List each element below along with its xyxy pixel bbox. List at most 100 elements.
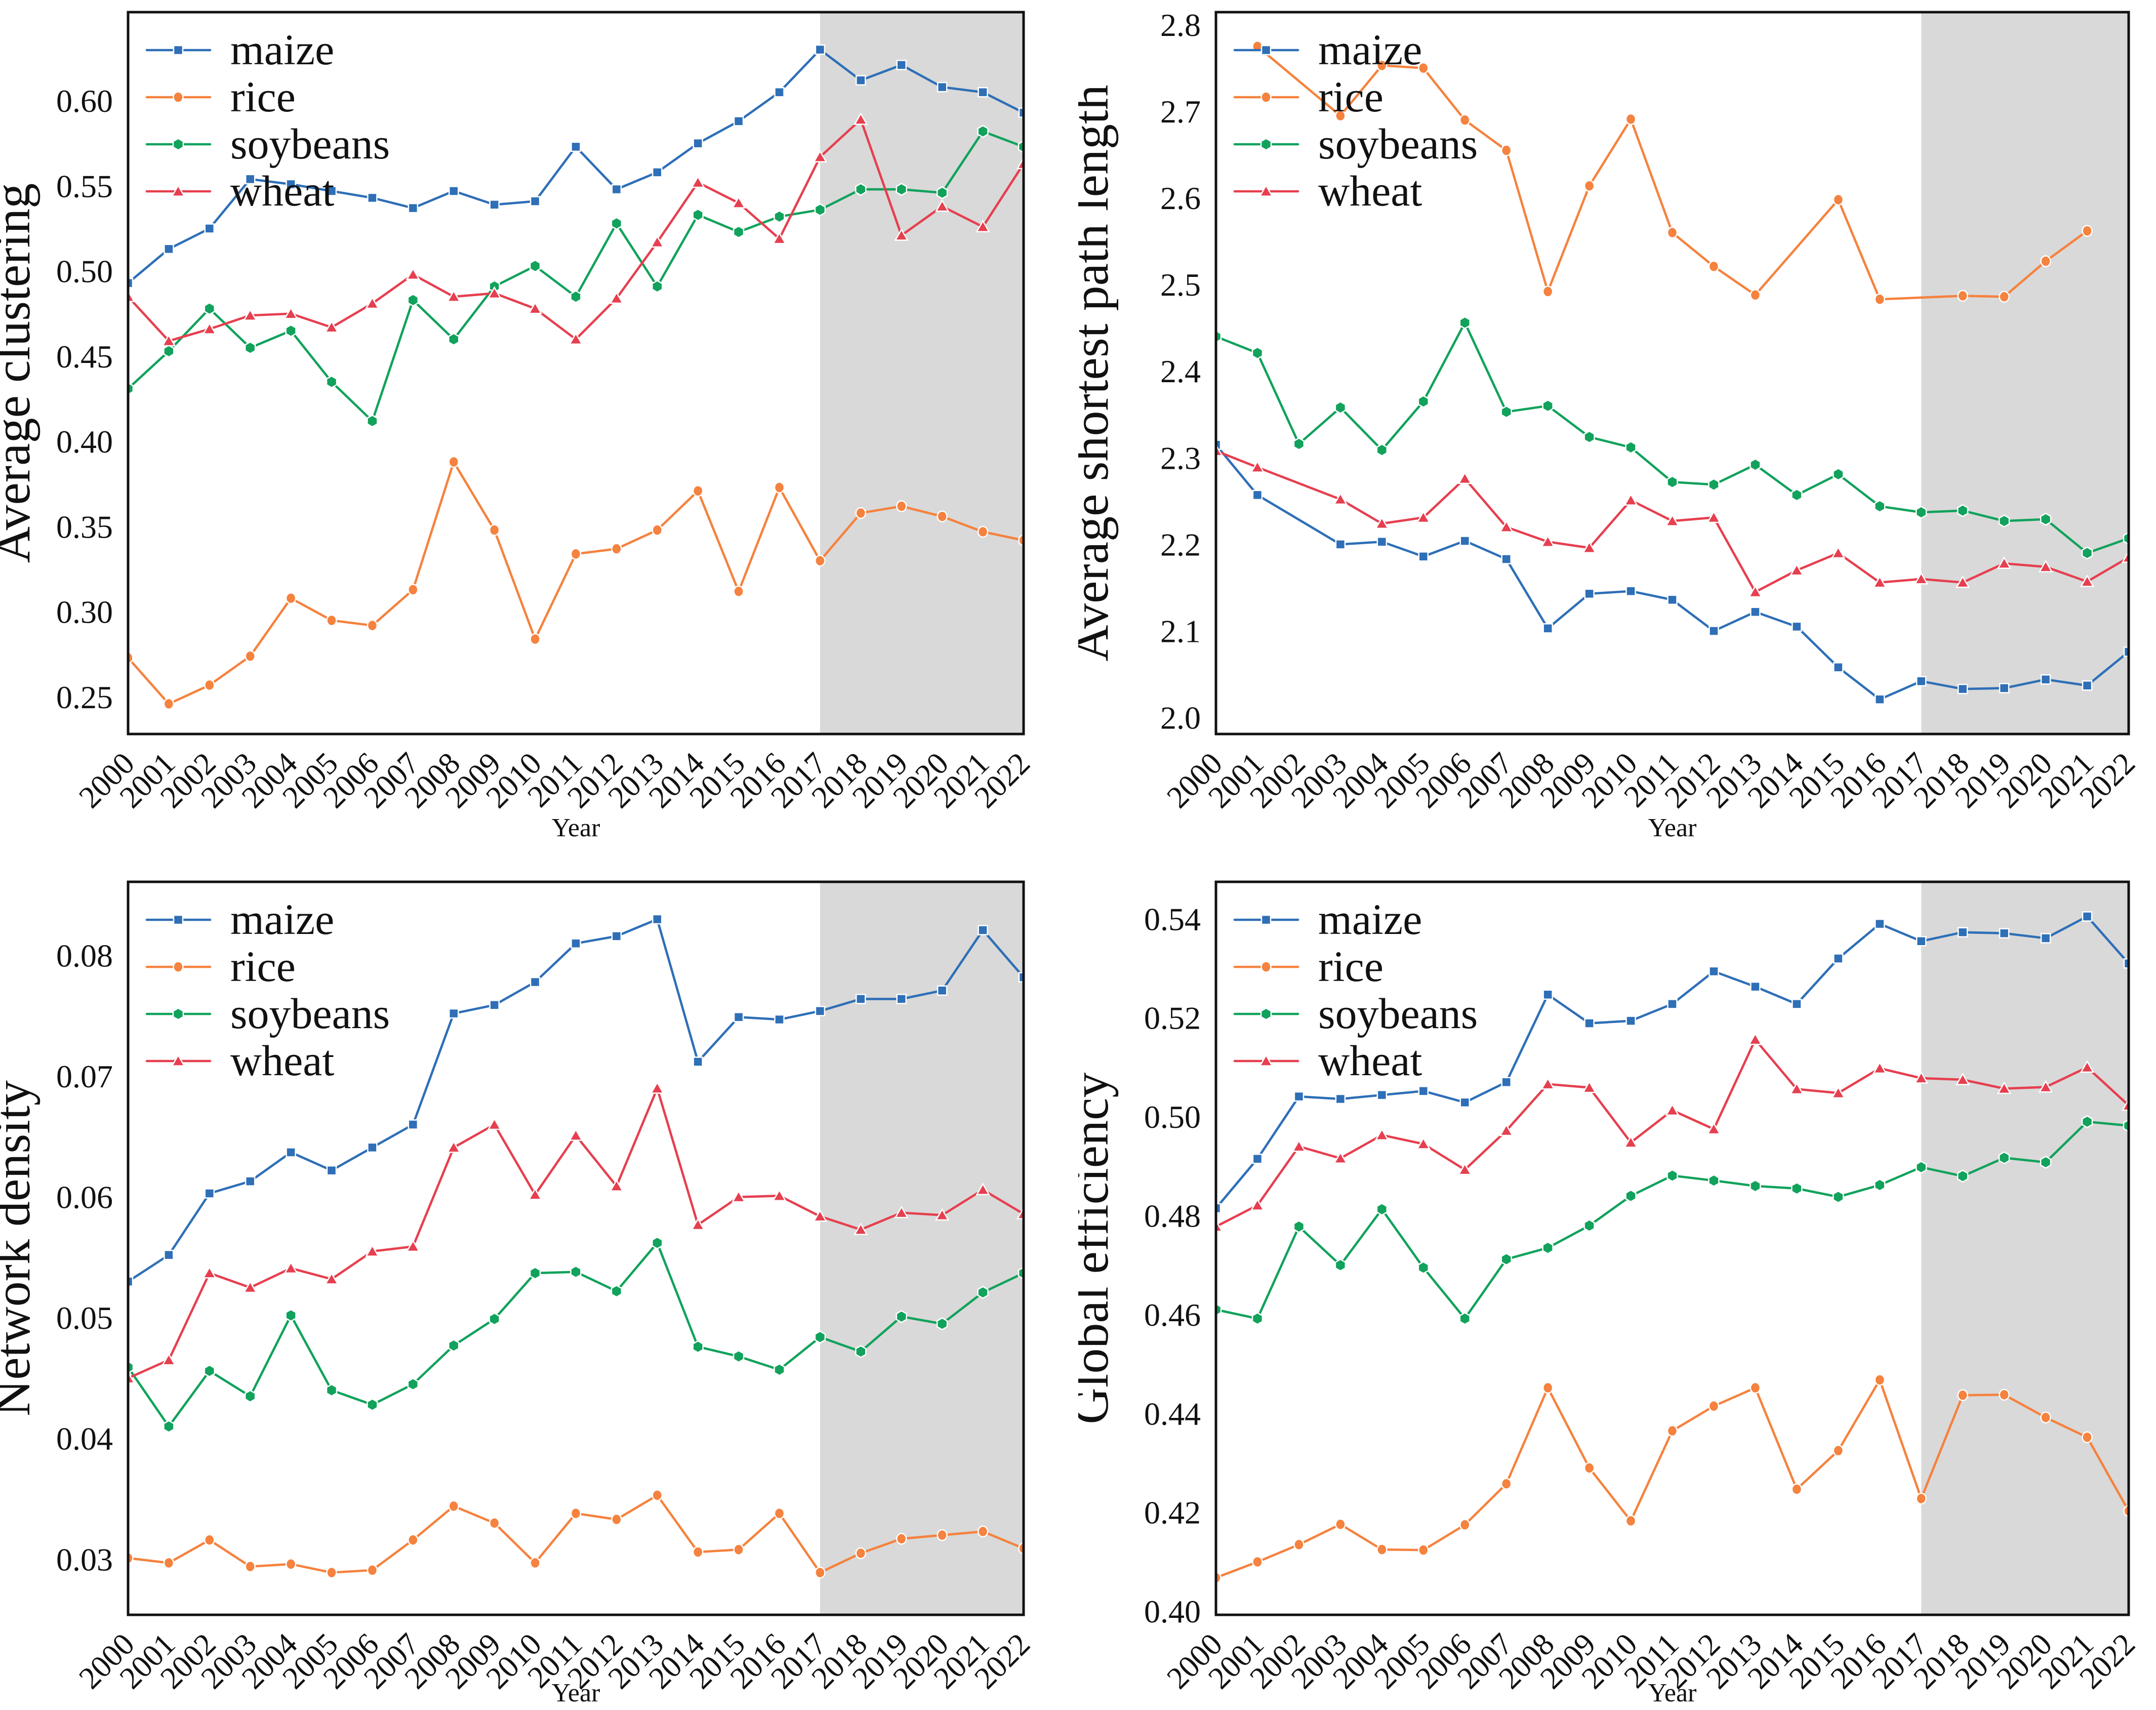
square-marker xyxy=(693,1056,703,1067)
y-tick-label: 2.2 xyxy=(1160,526,1201,562)
square-marker xyxy=(326,186,337,196)
square-marker xyxy=(1792,999,1802,1009)
legend-marker-circle-icon xyxy=(1260,91,1272,103)
hexagon-marker xyxy=(2040,512,2052,526)
square-marker xyxy=(1335,1093,1346,1105)
triangle-marker xyxy=(1016,156,1024,170)
hexagon-marker xyxy=(733,1350,745,1363)
square-marker xyxy=(1999,683,2010,694)
square-marker xyxy=(489,199,500,210)
circle-marker xyxy=(1874,1374,1886,1386)
square-marker xyxy=(204,1188,215,1199)
hexagon-marker xyxy=(1583,1219,1595,1232)
circle-marker xyxy=(2040,1411,2051,1423)
triangle-marker xyxy=(1706,1122,1721,1135)
square-marker xyxy=(1875,694,1885,705)
triangle-marker xyxy=(1582,1080,1597,1093)
hexagon-marker xyxy=(1583,430,1595,444)
x-axis-label: Year xyxy=(1648,1679,1697,1707)
legend-item-wheat: wheat xyxy=(1233,167,1422,215)
triangle-marker xyxy=(609,1179,624,1192)
y-tick-label: 0.50 xyxy=(56,254,113,290)
circle-marker xyxy=(530,633,541,645)
triangle-marker xyxy=(812,1209,828,1222)
y-axis-label: Average clustering xyxy=(0,183,40,563)
circle-marker xyxy=(1376,1543,1388,1556)
chart-average-clustering: 0.250.300.350.400.450.500.550.6020002001… xyxy=(0,11,1037,842)
triangle-marker xyxy=(1789,563,1804,576)
circle-marker xyxy=(489,524,500,536)
circle-marker xyxy=(611,543,622,555)
circle-marker xyxy=(1500,1478,1512,1490)
hexagon-marker xyxy=(1251,346,1264,360)
hexagon-marker xyxy=(692,208,704,222)
hexagon-marker xyxy=(1708,478,1720,492)
circle-marker xyxy=(367,619,378,632)
square-marker xyxy=(937,985,948,996)
legend-marker-triangle-icon xyxy=(1258,1053,1274,1067)
legend-marker-square-icon xyxy=(1260,45,1272,56)
hexagon-marker xyxy=(163,344,175,358)
triangle-marker xyxy=(772,1189,787,1201)
triangle-marker xyxy=(487,1117,502,1130)
series-markers-maize xyxy=(128,44,1024,289)
circle-marker xyxy=(855,507,867,519)
square-marker xyxy=(1957,683,1968,695)
circle-marker xyxy=(977,1525,989,1538)
triangle-marker xyxy=(243,1280,258,1293)
hexagon-marker xyxy=(1500,405,1512,419)
legend-item-maize: maize xyxy=(1233,895,1422,944)
series-markers-wheat xyxy=(128,1081,1024,1384)
hexagon-marker xyxy=(529,259,541,273)
square-marker xyxy=(1916,676,1927,686)
square-marker xyxy=(978,925,988,935)
hexagon-marker xyxy=(1459,316,1471,330)
hexagon-marker xyxy=(1417,395,1429,409)
circle-marker xyxy=(408,584,419,596)
y-tick-label: 0.30 xyxy=(56,594,113,630)
square-marker xyxy=(2040,674,2051,685)
hexagon-marker xyxy=(204,302,216,315)
hexagon-marker xyxy=(1708,1174,1720,1188)
triangle-marker xyxy=(853,112,868,125)
square-marker xyxy=(571,141,581,152)
y-tick-label: 2.4 xyxy=(1160,353,1201,389)
x-axis-label: Year xyxy=(552,1679,600,1707)
triangle-marker xyxy=(128,290,136,302)
legend-label: wheat xyxy=(1318,1036,1422,1085)
legend-label: maize xyxy=(230,895,334,944)
triangle-marker xyxy=(1499,520,1514,533)
circle-marker xyxy=(1833,1444,1844,1457)
triangle-marker xyxy=(283,306,298,319)
legend-marker-circle-icon xyxy=(173,961,184,973)
triangle-marker xyxy=(1216,1219,1224,1232)
triangle-marker xyxy=(1997,556,2012,569)
chart-global-efficiency: 0.400.420.440.460.480.500.520.5420002001… xyxy=(1078,880,2142,1707)
circle-marker xyxy=(245,1560,256,1573)
circle-marker xyxy=(570,548,582,560)
legend-label: wheat xyxy=(230,167,334,215)
square-marker xyxy=(367,192,378,203)
square-marker xyxy=(286,179,296,190)
hexagon-marker xyxy=(1459,1312,1471,1325)
hexagon-marker xyxy=(1833,467,1844,481)
hexagon-marker xyxy=(936,1317,948,1331)
square-marker xyxy=(1625,1015,1636,1026)
panel-network-density: 0.03 0.04 0.05 0.06 0.07 0.08 2000 2001 2002 2003… xyxy=(0,855,1078,1710)
y-tick-label: 0.08 xyxy=(56,938,113,974)
hexagon-marker xyxy=(529,1266,541,1280)
hexagon-marker xyxy=(936,186,948,199)
circle-marker xyxy=(1293,1538,1305,1551)
hexagon-marker xyxy=(814,203,826,217)
triangle-marker xyxy=(609,291,624,304)
square-marker xyxy=(611,931,622,942)
square-marker xyxy=(815,44,826,55)
circle-marker xyxy=(652,524,663,536)
square-marker xyxy=(164,243,174,255)
triangle-marker xyxy=(1665,514,1680,526)
legend-item-rice: rice xyxy=(1233,942,1384,991)
circle-marker xyxy=(774,481,785,494)
legend-item-soybeans: soybeans xyxy=(1233,119,1478,168)
series-markers-rice xyxy=(1216,1374,2129,1584)
